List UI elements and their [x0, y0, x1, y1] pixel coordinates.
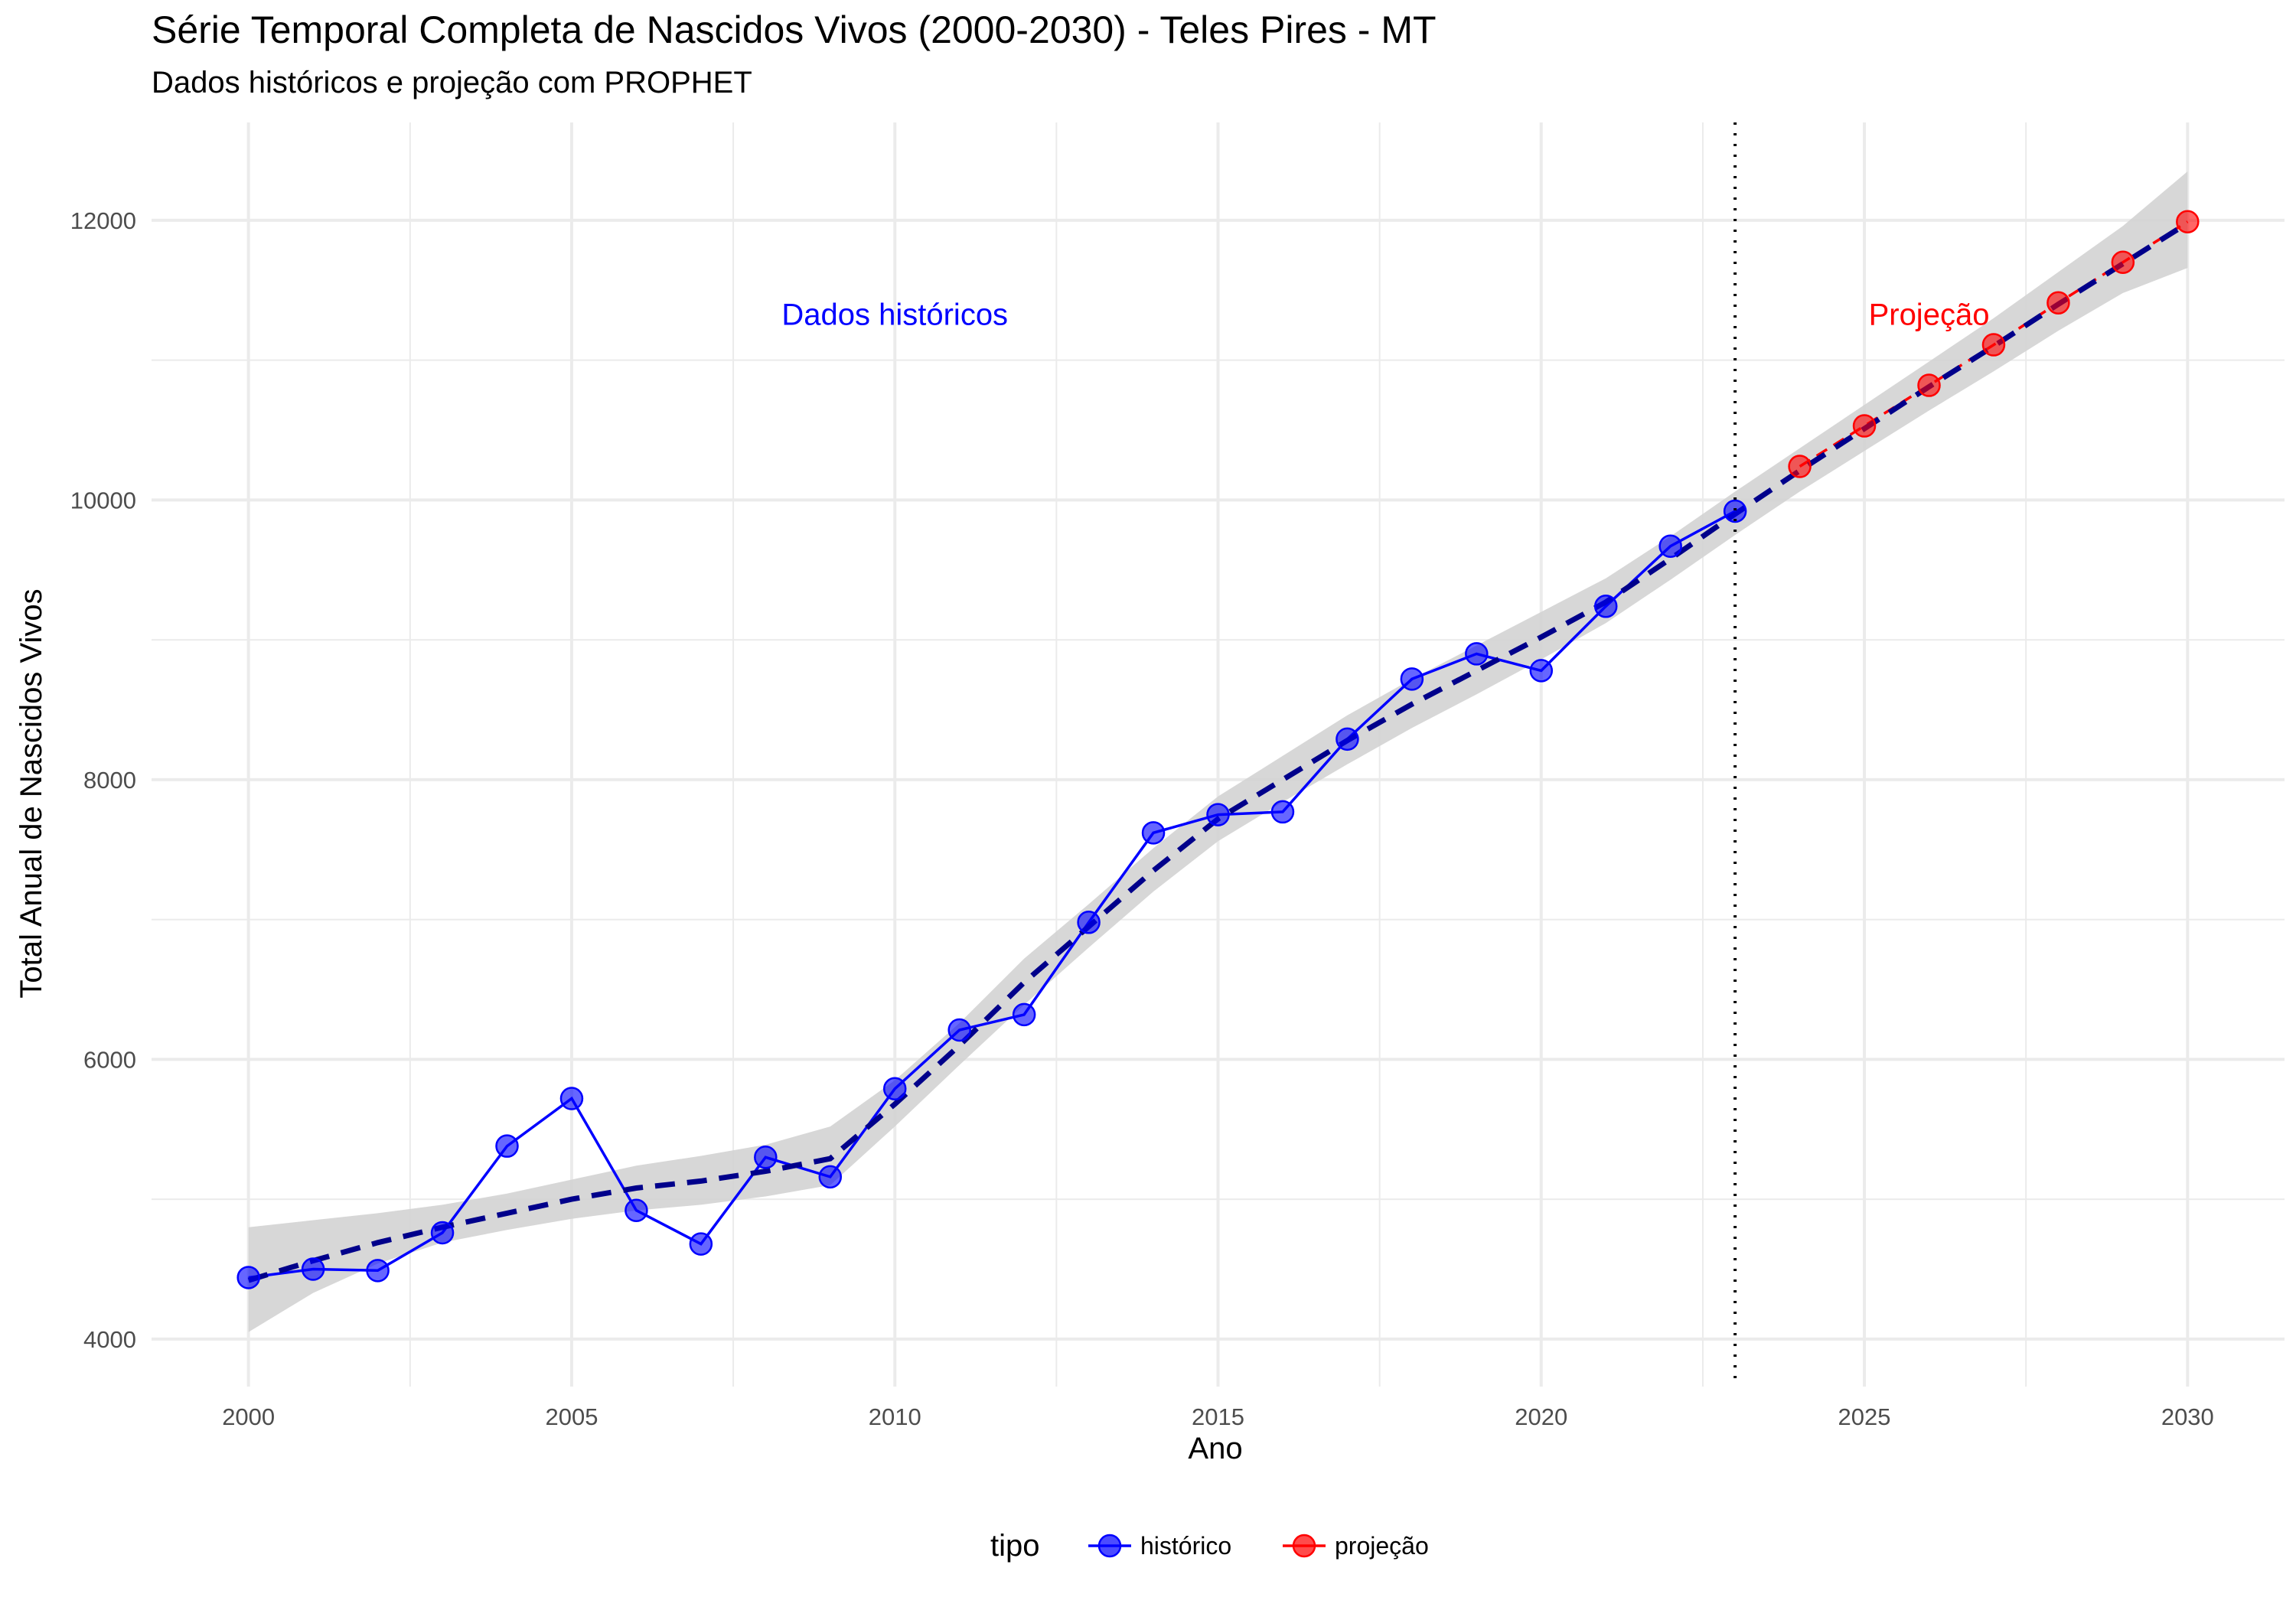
chart-title: Série Temporal Completa de Nascidos Vivo… — [152, 8, 1437, 51]
data-point — [947, 1018, 971, 1042]
legend-title: tipo — [990, 1529, 1040, 1563]
data-point — [366, 1259, 390, 1283]
y-tick-label: 4000 — [83, 1326, 136, 1353]
data-point — [1658, 534, 1682, 558]
data-point — [689, 1232, 713, 1256]
data-point — [2111, 250, 2135, 274]
points-layer — [236, 210, 2200, 1289]
data-point — [1593, 595, 1618, 618]
data-point — [1012, 1002, 1036, 1027]
x-tick-label: 2030 — [2161, 1403, 2214, 1430]
data-point — [1529, 659, 1554, 683]
chart-subtitle: Dados históricos e projeção com PROPHET — [152, 66, 752, 99]
data-point — [1206, 803, 1230, 826]
legend: tipo histórico projeção — [990, 1529, 1429, 1563]
legend-label: projeção — [1335, 1532, 1429, 1560]
data-point — [625, 1198, 648, 1222]
data-point — [430, 1221, 455, 1245]
data-point — [559, 1087, 584, 1110]
annotation-label: Dados históricos — [781, 298, 1008, 331]
x-tick-label: 2005 — [545, 1403, 598, 1430]
data-point — [1077, 911, 1101, 934]
series-line — [248, 510, 1736, 1279]
major-gridlines — [152, 122, 2285, 1387]
y-tick-label: 8000 — [83, 767, 136, 794]
confidence-ribbon — [248, 171, 2188, 1332]
y-axis-title: Total Anual de Nascidos Vivos — [15, 588, 48, 998]
data-point — [236, 1266, 260, 1289]
data-point — [818, 1165, 843, 1189]
data-point — [2047, 291, 2070, 315]
annotations: Dados históricos Projeção — [781, 298, 1989, 331]
y-tick-label: 12000 — [70, 207, 136, 234]
data-point — [1465, 642, 1489, 666]
legend-key-point — [1292, 1534, 1316, 1558]
confidence-ribbon-layer — [248, 171, 2188, 1332]
x-tick-labels: 2000 2005 2010 2015 2020 2025 2030 — [222, 1403, 2214, 1430]
x-tick-label: 2000 — [222, 1403, 275, 1430]
data-point — [1723, 499, 1747, 523]
data-point — [1141, 821, 1166, 845]
x-tick-label: 2015 — [1192, 1403, 1244, 1430]
x-axis-title: Ano — [1188, 1432, 1242, 1465]
y-tick-label: 10000 — [70, 487, 136, 513]
data-point — [1400, 667, 1424, 691]
legend-label: histórico — [1140, 1532, 1231, 1560]
x-tick-label: 2010 — [869, 1403, 921, 1430]
data-point — [301, 1257, 325, 1281]
x-tick-label: 2025 — [1838, 1403, 1891, 1430]
y-tick-label: 6000 — [83, 1046, 136, 1073]
x-tick-label: 2020 — [1515, 1403, 1567, 1430]
data-point — [882, 1077, 907, 1101]
data-point — [1852, 414, 1877, 438]
y-tick-labels: 4000 6000 8000 10000 12000 — [70, 207, 136, 1353]
data-point — [495, 1134, 519, 1158]
legend-key-point — [1097, 1534, 1122, 1558]
annotation-label: Projeção — [1869, 298, 1990, 331]
data-point — [2176, 210, 2200, 233]
data-point — [1270, 800, 1295, 824]
data-point — [1336, 727, 1359, 751]
data-point — [1788, 455, 1812, 478]
data-point — [754, 1146, 778, 1169]
data-point — [1981, 333, 2006, 357]
data-point — [1917, 373, 1941, 397]
